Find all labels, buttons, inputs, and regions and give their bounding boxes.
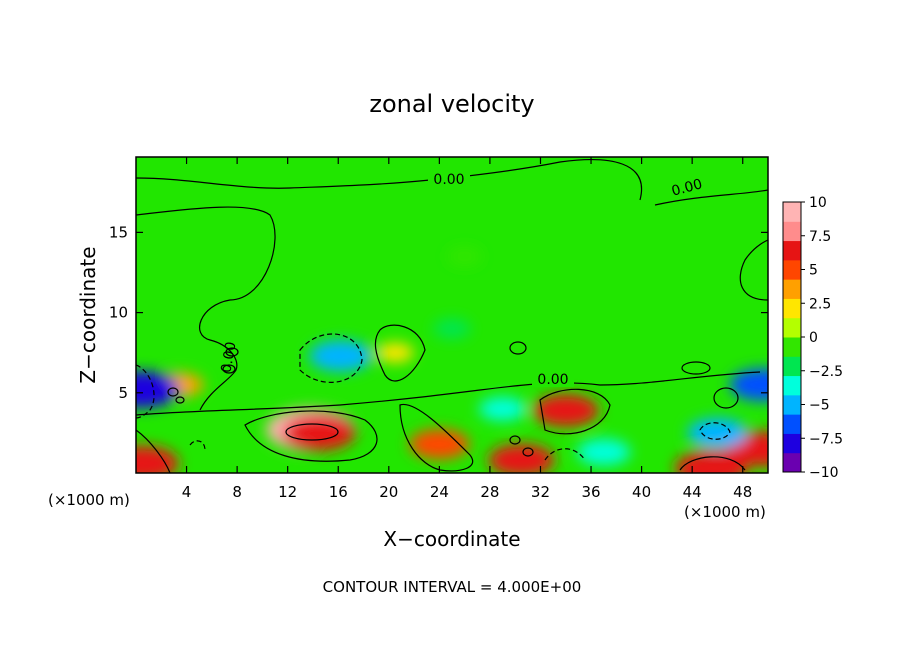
y-axis: 5 10 15 [109,223,768,402]
contour-four-b [539,388,611,435]
x-tick-label: 8 [232,483,242,501]
colorbar-segment [783,298,801,319]
x-tick-label: 36 [581,483,600,501]
colorbar-segment [783,202,801,222]
colorbar-tick-label: 2.5 [809,296,831,312]
contour-neg-4 [544,448,586,461]
colorbar-segment [783,279,801,299]
contour-hot-core [285,423,339,441]
colorbar-segment [783,317,801,338]
contour-zero-right [654,189,768,206]
y-tick-label: 5 [118,384,128,402]
colorbar-segment [783,221,801,242]
colorbar-tick-label: 5 [809,263,818,279]
contour-zero-mid [374,324,426,382]
colorbar-tick-label: 0 [809,330,818,346]
x-unit-right: (×1000 m) [684,503,766,521]
contour-ring-6 [509,435,521,445]
y-tick-label: 10 [109,304,128,322]
x-tick-label: 20 [379,483,398,501]
heatmap-field [136,247,768,473]
heat-anomaly [576,438,631,466]
x-tick-label: 28 [480,483,499,501]
colorbar-segment [783,375,801,396]
colorbar-tick-label: −5 [809,398,830,414]
heat-anomaly [309,340,373,372]
heat-anomaly [409,429,470,460]
contour-label: 0.00 [670,176,704,200]
plot-area: 0.00 0.00 0.00 0.00 [136,157,768,473]
y-axis-label: Z−coordinate [76,246,100,383]
colorbar-tick-label: −10 [809,465,839,481]
colorbar-segment [783,433,801,454]
contour-ring-4 [222,364,236,374]
plot-background [136,157,768,473]
x-tick-label: 12 [278,483,297,501]
x-unit-left: (×1000 m) [48,491,130,509]
x-axis-label: X−coordinate [383,527,520,551]
contour-ring-2 [175,396,185,404]
contour-ring-9 [713,387,739,409]
x-tick-label: 16 [329,483,348,501]
contour-neg-1 [299,333,363,383]
contour-ring-5 [509,341,527,355]
colorbar-segment [783,259,801,280]
heat-anomaly [478,396,527,422]
heat-anomaly [687,417,748,448]
heat-anomaly [532,394,599,427]
heat-anomaly [729,368,768,402]
colorbar-segment [783,356,801,377]
colorbar-tick-label: −2.5 [809,364,843,380]
contour-ring-1 [167,387,179,397]
contour-labels: 0.00 0.00 0.00 0.00 [218,171,708,388]
x-axis: 4 8 12 16 20 24 28 32 36 40 44 48 [182,157,752,501]
contour-four-d [679,456,746,471]
colorbar-segment [783,394,801,415]
contour-zero-lower [136,371,761,416]
heat-anomaly [282,415,356,451]
plot-frame [135,156,769,474]
heat-anomaly [136,371,180,409]
contour-neg-3 [699,422,731,440]
heat-anomaly [376,342,414,363]
colorbar-tick-label: 10 [809,195,827,211]
x-tick-label: 24 [430,483,449,501]
contour-label: 0.00 [218,341,239,374]
contour-neg-2 [136,364,155,419]
contour-four-c [399,403,474,472]
colorbar-segment [783,452,801,473]
x-tick-label: 48 [733,483,752,501]
colorbar-segment [783,240,801,261]
contour-zero-left [136,206,276,411]
contour-interval-note: CONTOUR INTERVAL = 4.000E+00 [323,578,582,596]
contour-label: 0.00 [537,372,568,388]
colorbar-tick-label: 7.5 [809,229,831,245]
y-tick-label: 15 [109,223,128,241]
contour-four-e [136,429,171,473]
contour-ring-8 [681,361,711,375]
colorbar-segment [783,337,801,357]
heat-anomaly [136,445,179,473]
x-tick-label: 40 [632,483,651,501]
heat-anomaly [488,443,555,473]
x-tick-label: 4 [182,483,192,501]
contour-four-a [244,410,378,462]
heat-anomaly [447,247,482,266]
contour-ring-7 [522,447,534,457]
heat-anomaly [433,318,471,339]
contour-neg-5 [189,440,206,451]
colorbar-segment [783,414,801,434]
contour-ring-3 [225,347,239,357]
x-tick-label: 32 [531,483,550,501]
contour-right-lobe [739,239,768,301]
x-tick-label: 44 [683,483,702,501]
contour-label: 0.00 [433,172,464,188]
chart-title: zonal velocity [369,90,534,118]
colorbar-tick-label: −7.5 [809,431,843,447]
colorbar: 10 7.5 5 2.5 0 −2.5 −5 −7.5 −10 [782,195,843,481]
